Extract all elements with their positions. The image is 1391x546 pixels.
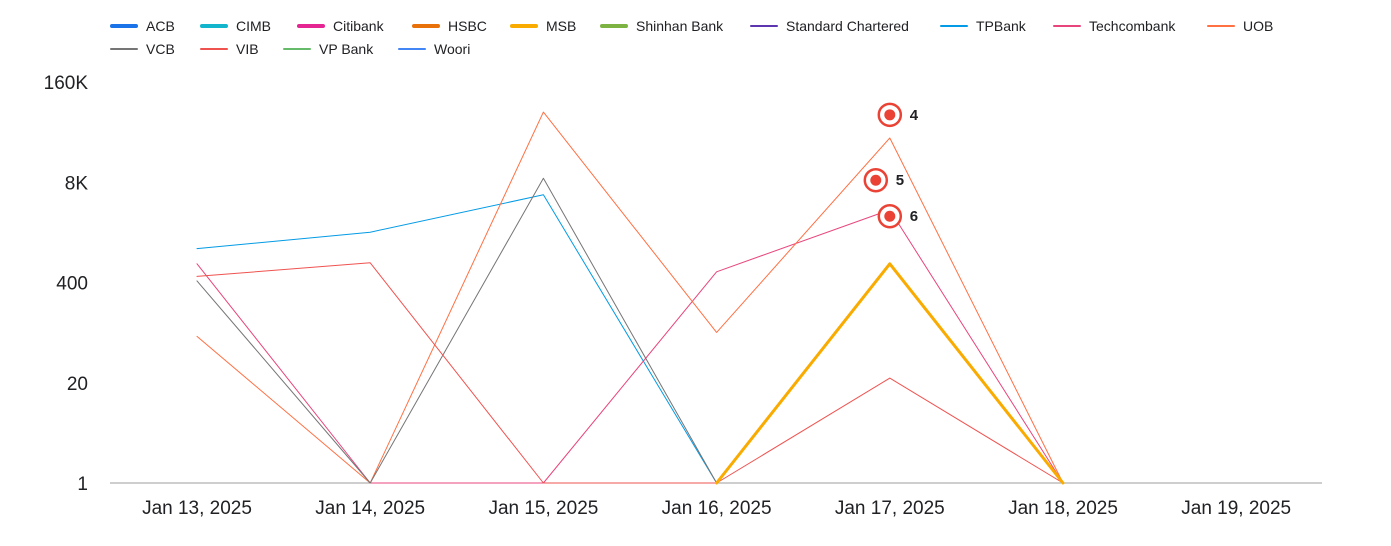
legend-label: HSBC xyxy=(448,18,487,34)
x-tick-label: Jan 14, 2025 xyxy=(315,498,425,519)
chart-legend: ACB CIMB Citibank HSBC MSB Shinhan Bank Standa… xyxy=(0,0,1391,70)
annotation-marker-4[interactable]: 4 xyxy=(877,102,919,128)
series-line-tpbank xyxy=(196,194,718,484)
series-line-uob xyxy=(196,111,1064,484)
legend-swatch xyxy=(600,24,628,28)
legend-label: Standard Chartered xyxy=(786,18,909,34)
x-tick-label: Jan 18, 2025 xyxy=(1008,498,1118,519)
y-axis-ticks: 1 20 400 8K 160K xyxy=(44,73,89,495)
legend-label: ACB xyxy=(146,18,175,34)
series-line-vib xyxy=(196,262,1064,484)
y-tick-label: 8K xyxy=(65,173,89,194)
legend-label: Shinhan Bank xyxy=(636,18,724,34)
legend-item-acb[interactable]: ACB xyxy=(110,18,175,34)
annotation-dot xyxy=(870,174,882,186)
legend-item-shinhan-bank[interactable]: Shinhan Bank xyxy=(600,18,723,34)
legend-swatch xyxy=(297,24,325,28)
legend-swatch xyxy=(398,48,426,50)
legend-swatch xyxy=(200,48,228,50)
legend-item-vcb[interactable]: VCB xyxy=(110,41,175,57)
legend-swatch xyxy=(110,48,138,50)
x-tick-label: Jan 13, 2025 xyxy=(142,498,252,519)
y-tick-label: 20 xyxy=(67,374,88,395)
legend-swatch xyxy=(200,24,228,28)
y-tick-label: 160K xyxy=(44,73,89,94)
annotation-marker-5[interactable]: 5 xyxy=(863,167,904,193)
legend-item-cimb[interactable]: CIMB xyxy=(200,18,271,34)
x-tick-label: Jan 19, 2025 xyxy=(1181,498,1291,519)
legend-swatch xyxy=(1053,25,1081,27)
legend-item-msb[interactable]: MSB xyxy=(510,18,576,34)
legend-label: Techcombank xyxy=(1089,18,1176,34)
annotation-marker-6[interactable]: 6 xyxy=(877,203,918,229)
annotation-label: 4 xyxy=(910,107,919,124)
annotations: 4 5 6 xyxy=(863,102,919,229)
legend-swatch xyxy=(283,48,311,50)
x-axis-ticks: Jan 13, 2025 Jan 14, 2025 Jan 15, 2025 Jan … xyxy=(142,498,1291,519)
y-tick-label: 400 xyxy=(56,274,88,295)
legend-label: UOB xyxy=(1243,18,1274,34)
annotation-label: 6 xyxy=(910,208,918,225)
legend-swatch xyxy=(412,24,440,28)
legend-label: VCB xyxy=(146,41,175,57)
annotation-dot xyxy=(884,210,896,222)
legend-item-uob[interactable]: UOB xyxy=(1207,18,1273,34)
legend-item-vib[interactable]: VIB xyxy=(200,41,259,57)
legend-swatch xyxy=(750,25,778,27)
legend-label: MSB xyxy=(546,18,577,34)
series-line-msb xyxy=(715,262,1065,485)
legend-label: CIMB xyxy=(236,18,271,34)
legend-label: VIB xyxy=(236,41,259,57)
series-line-techcombank xyxy=(196,209,1064,484)
legend-swatch xyxy=(110,24,138,28)
series-line-vcb xyxy=(196,177,718,484)
legend-item-standard-chartered[interactable]: Standard Chartered xyxy=(750,18,909,34)
x-tick-label: Jan 15, 2025 xyxy=(488,498,598,519)
legend-label: Woori xyxy=(434,41,471,57)
annotation-label: 5 xyxy=(896,172,904,189)
legend-item-vp-bank[interactable]: VP Bank xyxy=(283,41,373,57)
annotation-dot xyxy=(884,109,896,121)
legend-swatch xyxy=(1207,25,1235,27)
legend-label: Citibank xyxy=(333,18,384,34)
legend-swatch xyxy=(510,24,538,28)
legend-label: VP Bank xyxy=(319,41,374,57)
legend-item-techcombank[interactable]: Techcombank xyxy=(1053,18,1175,34)
y-tick-label: 1 xyxy=(77,474,88,495)
series-lines xyxy=(196,111,1065,485)
legend-swatch xyxy=(940,25,968,27)
legend-item-citibank[interactable]: Citibank xyxy=(297,18,384,34)
legend-item-woori[interactable]: Woori xyxy=(398,41,470,57)
legend-item-hsbc[interactable]: HSBC xyxy=(412,18,487,34)
legend-item-tpbank[interactable]: TPBank xyxy=(940,18,1026,34)
x-tick-label: Jan 16, 2025 xyxy=(662,498,772,519)
legend-label: TPBank xyxy=(976,18,1026,34)
x-tick-label: Jan 17, 2025 xyxy=(835,498,945,519)
